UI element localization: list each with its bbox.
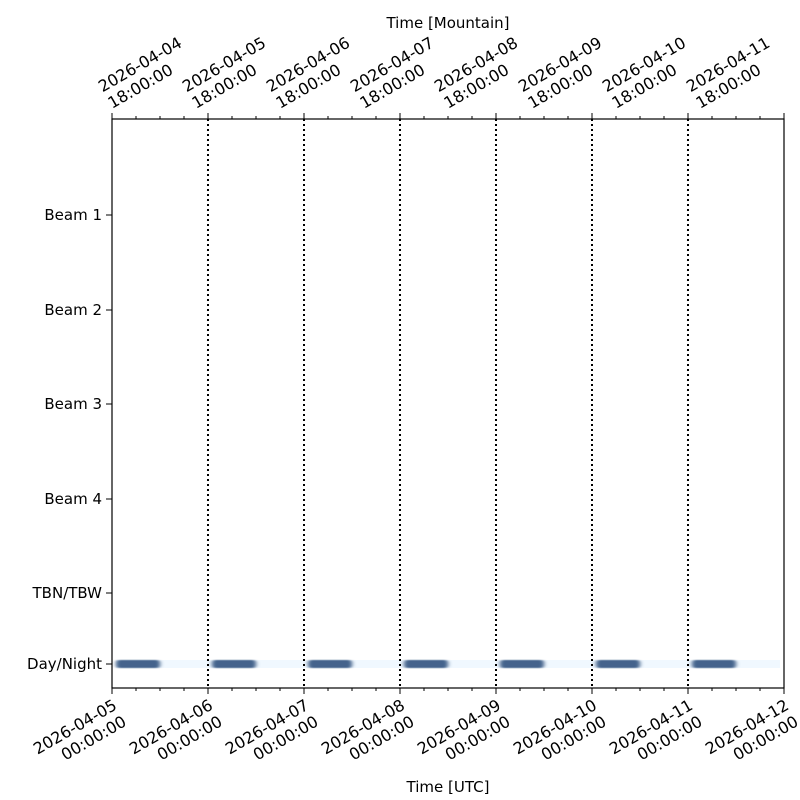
x-axis-title-top: Time [Mountain] <box>385 14 509 32</box>
night-period-bar <box>404 660 448 668</box>
night-period-bar <box>692 660 736 668</box>
y-tick-label: Day/Night <box>27 655 102 673</box>
night-period-bar <box>212 660 256 668</box>
y-tick-label: TBN/TBW <box>32 584 103 602</box>
x-axis-title-bottom: Time [UTC] <box>406 778 490 796</box>
y-tick-label: Beam 2 <box>44 301 102 319</box>
plot-background <box>112 119 784 688</box>
night-period-bar <box>500 660 544 668</box>
bottom-x-axis: 2026-04-0500:00:002026-04-0600:00:002026… <box>30 695 800 764</box>
y-tick-label: Beam 4 <box>44 490 102 508</box>
day-night-bands <box>116 660 780 668</box>
y-tick-label: Beam 1 <box>44 206 102 224</box>
plot-area <box>112 119 784 688</box>
y-axis: Beam 1 Beam 2 Beam 3 Beam 4 TBN/TBW Day/Night <box>27 206 112 673</box>
night-period-bar <box>596 660 640 668</box>
night-period-bar <box>308 660 352 668</box>
y-tick-label: Beam 3 <box>44 395 102 413</box>
night-period-bar <box>116 660 160 668</box>
